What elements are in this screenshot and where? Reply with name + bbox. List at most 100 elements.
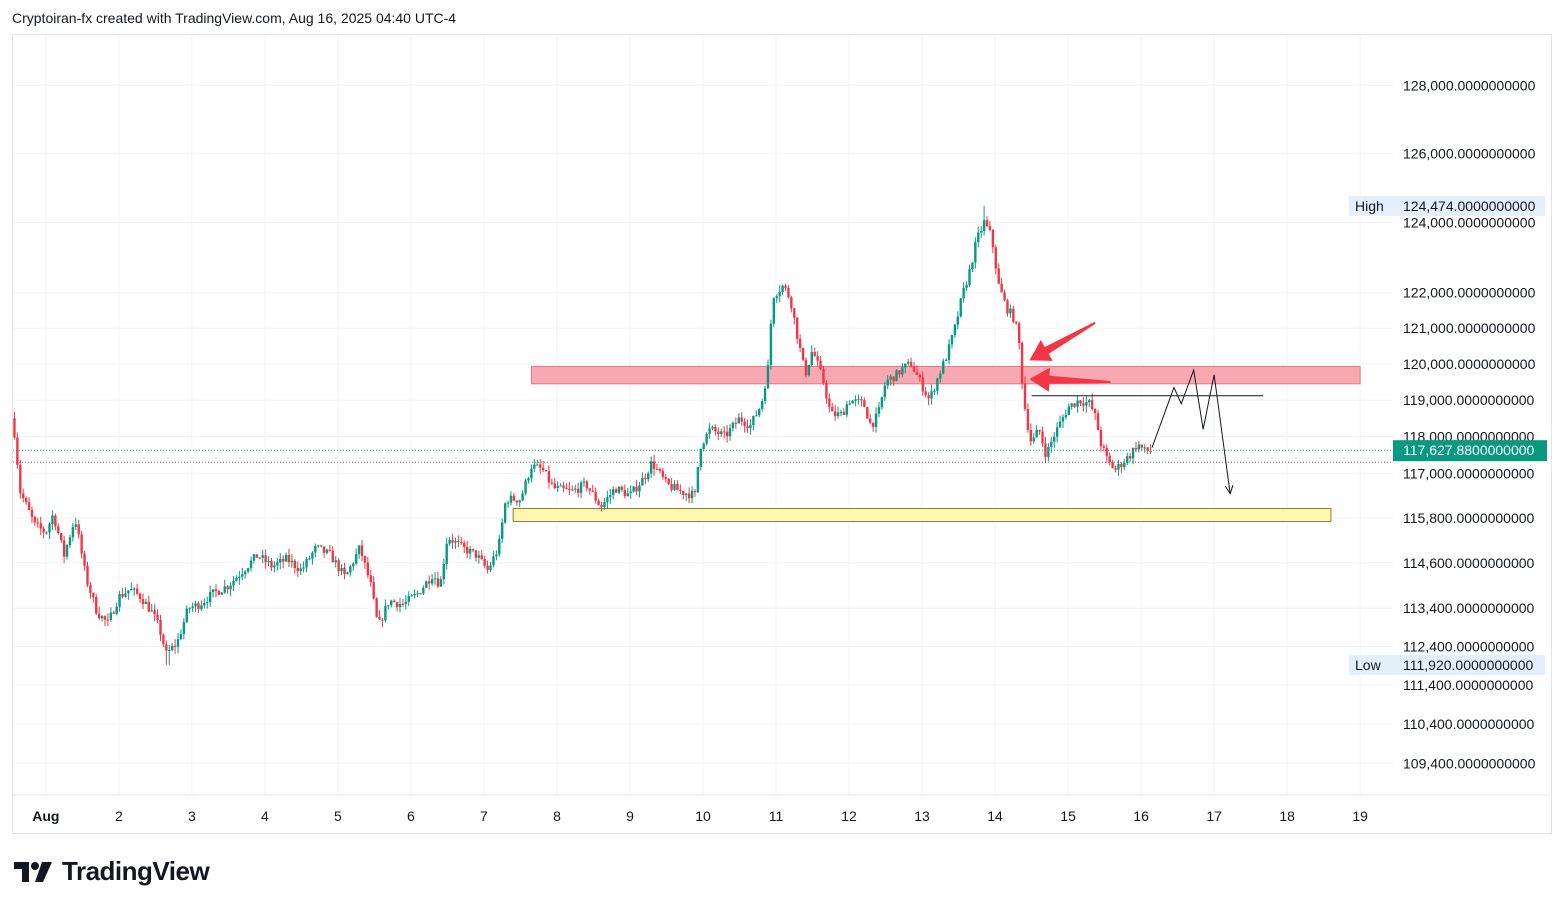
x-axis: Aug 2 3 4 5 6 7 8 9 10 11 12 13 14 15 16 17 18 19 xyxy=(32,808,1368,824)
candle-body xyxy=(763,388,767,401)
candle-body xyxy=(711,426,714,429)
y-tick-label: 122,000.0000000000 xyxy=(1403,285,1536,301)
candle-body xyxy=(290,560,294,563)
candle-body xyxy=(463,542,466,547)
candle-body xyxy=(465,546,469,554)
candle-body xyxy=(927,395,930,399)
candle-body xyxy=(641,477,644,486)
candle-body xyxy=(191,606,194,609)
candle-body xyxy=(918,374,922,378)
candle-body xyxy=(226,586,229,590)
candle-body xyxy=(825,383,828,399)
candle-body xyxy=(337,560,340,572)
candle-body xyxy=(1064,414,1068,418)
candle-body xyxy=(673,483,676,490)
candle-body xyxy=(985,220,989,227)
candle-body xyxy=(693,490,697,493)
candle-body xyxy=(962,287,965,299)
projection-path xyxy=(1151,368,1231,494)
candle-body xyxy=(725,431,729,437)
candle-body xyxy=(392,600,396,603)
high-marker-label: High xyxy=(1355,198,1384,214)
candle-body xyxy=(594,491,597,501)
x-tick-label: 2 xyxy=(115,808,123,824)
candle-body xyxy=(1131,448,1135,459)
candle-body xyxy=(606,497,609,502)
candle-body xyxy=(203,602,206,606)
candle-body xyxy=(1085,402,1088,406)
candle-body xyxy=(369,575,372,583)
candle-body xyxy=(22,493,25,499)
candle-body xyxy=(1070,403,1073,407)
candle-body xyxy=(880,397,884,408)
candle-body xyxy=(1093,409,1097,414)
candle-body xyxy=(445,543,448,564)
candle-body xyxy=(1026,409,1030,430)
drawings xyxy=(1029,321,1264,495)
candle-body xyxy=(1076,400,1079,407)
candle-body xyxy=(197,603,200,610)
candle-body xyxy=(30,509,34,517)
candle-body xyxy=(708,428,711,434)
candle-body xyxy=(276,562,279,566)
candle-body xyxy=(676,483,679,491)
candle-body xyxy=(281,558,285,562)
candle-body xyxy=(267,560,270,563)
tradingview-logo[interactable]: TradingView xyxy=(14,856,210,887)
price-chart[interactable]: 128,000.0000000000 126,000.0000000000 124,… xyxy=(13,35,1551,833)
candle-body xyxy=(118,594,121,607)
candle-body xyxy=(833,411,837,417)
candle-body xyxy=(877,407,881,414)
candle-body xyxy=(106,619,110,621)
support-zone xyxy=(512,508,1332,523)
candle-body xyxy=(658,468,662,471)
candle-body xyxy=(109,612,113,620)
candle-body xyxy=(652,461,656,469)
candle-body xyxy=(906,361,910,364)
x-tick-label: 16 xyxy=(1133,808,1149,824)
candle-body xyxy=(901,367,904,375)
candle-body xyxy=(1134,448,1138,450)
candle-body xyxy=(731,422,735,429)
chart-frame: 128,000.0000000000 126,000.0000000000 124,… xyxy=(12,34,1552,834)
candle-body xyxy=(471,548,475,551)
candle-body xyxy=(331,550,335,563)
candle-body xyxy=(1047,446,1050,457)
candle-body xyxy=(150,610,153,612)
y-tick-label: 119,000.0000000000 xyxy=(1403,392,1535,408)
x-tick-label: 5 xyxy=(334,808,342,824)
low-marker-bg xyxy=(1349,654,1545,675)
current-price-bg xyxy=(1393,440,1547,462)
candle-body xyxy=(959,298,962,317)
candle-body xyxy=(1140,444,1144,448)
candle-body xyxy=(734,422,738,424)
candle-body xyxy=(425,581,428,588)
candle-body xyxy=(991,229,995,248)
candle-body xyxy=(451,539,454,543)
candle-body xyxy=(1050,441,1053,447)
y-tick-label: 109,400.0000000000 xyxy=(1403,755,1536,771)
candle-body xyxy=(249,560,253,569)
candle-body xyxy=(170,645,174,650)
candle-body xyxy=(407,596,410,602)
candle-body xyxy=(211,589,215,593)
candle-body xyxy=(886,379,889,386)
candle-body xyxy=(623,489,627,497)
candle-body xyxy=(749,425,752,429)
candle-body xyxy=(562,485,565,488)
candle-body xyxy=(252,554,256,561)
candle-body xyxy=(644,477,647,480)
candle-body xyxy=(360,545,364,557)
candle-body xyxy=(687,493,691,499)
candle-body xyxy=(883,385,887,398)
candle-body xyxy=(159,620,162,636)
candle-body xyxy=(667,478,670,484)
y-tick-label: 117,000.0000000000 xyxy=(1403,465,1535,481)
candle-body xyxy=(243,571,247,575)
candle-body xyxy=(57,526,60,534)
candle-body xyxy=(229,585,232,590)
candle-body xyxy=(912,366,916,372)
candle-body xyxy=(614,489,618,493)
candle-body xyxy=(766,365,770,389)
candle-body xyxy=(235,578,238,581)
